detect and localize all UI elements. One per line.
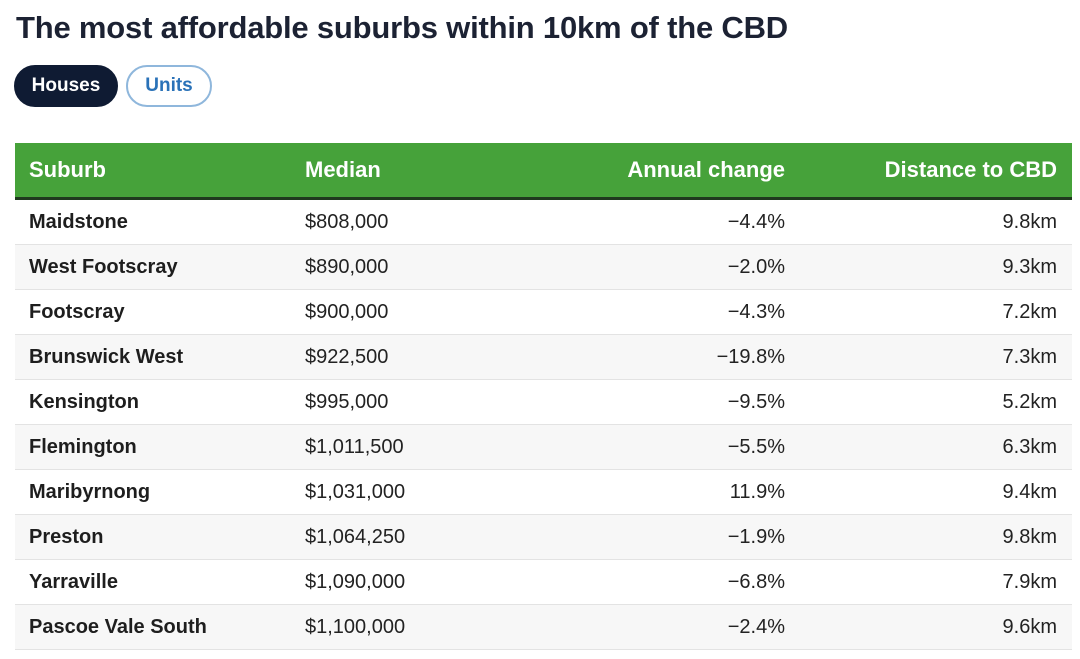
distance-cell: 9.6km [1002, 615, 1057, 638]
table-row: Kensington $995,000 −9.5% 5.2km [15, 380, 1072, 425]
suburb-cell: Pascoe Vale South [29, 615, 207, 638]
annual-change-cell: −1.9% [727, 525, 785, 548]
distance-cell: 9.3km [1002, 255, 1057, 278]
houses-toggle-button[interactable]: Houses [14, 65, 118, 107]
annual-change-cell: 11.9% [729, 480, 785, 503]
page-title: The most affordable suburbs within 10km … [16, 10, 788, 45]
column-header-annual-change[interactable]: Annual change [627, 157, 785, 182]
suburbs-table: Suburb Median Annual change Distance to … [15, 143, 1072, 650]
table-row: Maidstone $808,000 −4.4% 9.8km [15, 200, 1072, 245]
distance-cell: 7.3km [1002, 345, 1057, 368]
median-cell: $1,011,500 [305, 435, 404, 458]
annual-change-cell: −9.5% [727, 390, 785, 413]
distance-cell: 9.8km [1002, 210, 1057, 233]
table-row: Brunswick West $922,500 −19.8% 7.3km [15, 335, 1072, 380]
annual-change-cell: −2.0% [727, 255, 785, 278]
median-cell: $1,090,000 [305, 570, 406, 593]
median-cell: $1,100,000 [305, 615, 406, 638]
distance-cell: 5.2km [1002, 390, 1057, 413]
table-row: West Footscray $890,000 −2.0% 9.3km [15, 245, 1072, 290]
distance-cell: 7.2km [1002, 300, 1057, 323]
median-cell: $890,000 [305, 255, 389, 278]
median-cell: $1,064,250 [305, 525, 406, 548]
table-row: Pascoe Vale South $1,100,000 −2.4% 9.6km [15, 605, 1072, 650]
column-header-median[interactable]: Median [305, 157, 381, 182]
distance-cell: 6.3km [1002, 435, 1057, 458]
distance-cell: 7.9km [1002, 570, 1057, 593]
annual-change-cell: −4.4% [727, 210, 785, 233]
table-row: Yarraville $1,090,000 −6.8% 7.9km [15, 560, 1072, 605]
column-header-distance[interactable]: Distance to CBD [884, 157, 1057, 182]
suburb-cell: Maidstone [29, 210, 128, 233]
table-header: Suburb Median Annual change Distance to … [15, 143, 1072, 200]
table-body: Maidstone $808,000 −4.4% 9.8km West Footscra… [15, 200, 1072, 650]
suburb-cell: Brunswick West [29, 345, 184, 368]
annual-change-cell: −2.4% [727, 615, 785, 638]
suburb-cell: Maribyrnong [29, 480, 151, 503]
annual-change-cell: −5.5% [727, 435, 785, 458]
median-cell: $922,500 [305, 345, 389, 368]
property-type-toggle: Houses Units [14, 65, 212, 107]
median-cell: $995,000 [305, 390, 389, 413]
median-cell: $1,031,000 [305, 480, 406, 503]
column-header-suburb[interactable]: Suburb [29, 157, 106, 182]
median-cell: $900,000 [305, 300, 389, 323]
suburb-cell: Kensington [29, 390, 139, 413]
median-cell: $808,000 [305, 210, 389, 233]
suburb-cell: Yarraville [29, 570, 118, 593]
suburb-cell: Flemington [29, 435, 137, 458]
distance-cell: 9.4km [1002, 480, 1057, 503]
distance-cell: 9.8km [1002, 525, 1057, 548]
table-row: Preston $1,064,250 −1.9% 9.8km [15, 515, 1072, 560]
suburb-cell: Preston [29, 525, 104, 548]
table-row: Maribyrnong $1,031,000 11.9% 9.4km [15, 470, 1072, 515]
suburb-cell: Footscray [29, 300, 125, 323]
annual-change-cell: −4.3% [727, 300, 785, 323]
annual-change-cell: −19.8% [716, 345, 785, 368]
suburb-cell: West Footscray [29, 255, 178, 278]
table-row: Flemington $1,011,500 −5.5% 6.3km [15, 425, 1072, 470]
units-toggle-button[interactable]: Units [126, 65, 212, 107]
table-row: Footscray $900,000 −4.3% 7.2km [15, 290, 1072, 335]
annual-change-cell: −6.8% [727, 570, 785, 593]
